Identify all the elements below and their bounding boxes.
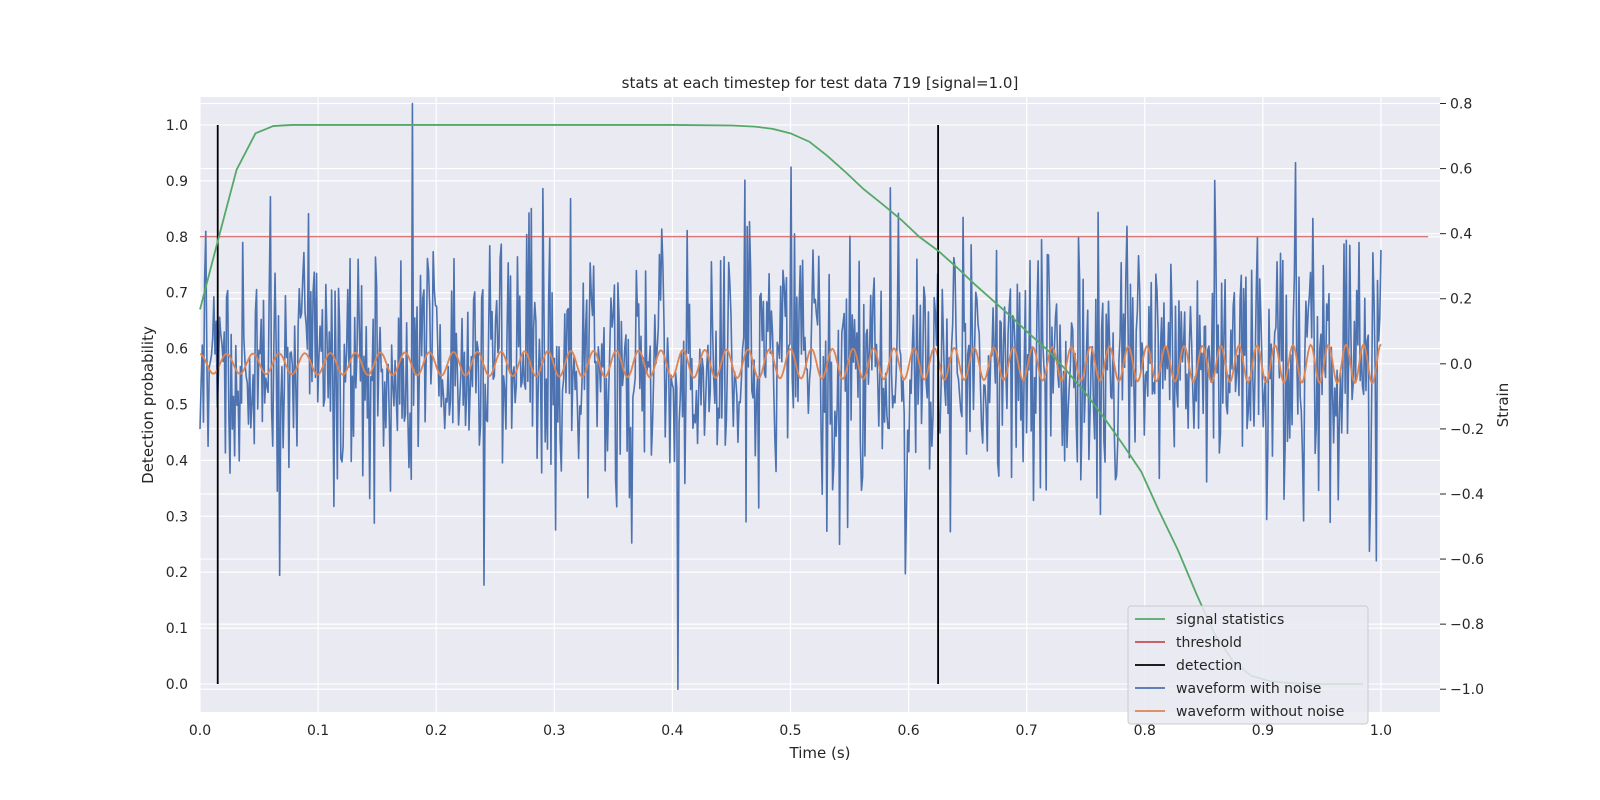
y-right-tick-label: −0.6 (1450, 552, 1484, 568)
y-left-tick-label: 0.2 (166, 565, 188, 581)
chart-title: stats at each timestep for test data 719… (622, 74, 1019, 92)
y-left-tick-label: 0.3 (166, 509, 188, 525)
x-tick-label: 0.2 (425, 723, 447, 739)
x-tick-label: 1.0 (1370, 723, 1392, 739)
series-waveform-with-noise (199, 102, 1382, 691)
y-left-tick-label: 0.4 (166, 453, 188, 469)
y-axis-left-label: Detection probability (139, 326, 157, 484)
x-tick-label: 0.1 (307, 723, 329, 739)
y-right-tick-label: −0.8 (1450, 617, 1484, 633)
series-waveform-without-noise (199, 342, 1382, 385)
y-left-tick-label: 0.5 (166, 398, 188, 414)
y-left-tick-label: 0.6 (166, 342, 188, 358)
x-tick-label: 0.7 (1016, 723, 1038, 739)
x-tick-label: 0.9 (1252, 723, 1274, 739)
y-left-tick-label: 1.0 (166, 118, 188, 134)
y-left-tick-label: 0.9 (166, 174, 188, 190)
x-tick-label: 0.5 (779, 723, 801, 739)
legend-label: signal statistics (1176, 612, 1284, 628)
y-right-tick-label: 0.6 (1450, 162, 1472, 178)
y-left-tick-label: 0.7 (166, 286, 188, 302)
y-right-tick-label: 0.0 (1450, 357, 1472, 373)
x-tick-label: 0.3 (543, 723, 565, 739)
x-tick-label: 0.8 (1134, 723, 1156, 739)
y-left-tick-label: 0.8 (166, 230, 188, 246)
x-tick-label: 0.6 (897, 723, 919, 739)
y-axis-right-label: Strain (1494, 383, 1512, 427)
y-left-tick-label: 0.0 (166, 677, 188, 693)
legend-box (1127, 605, 1369, 725)
legend-label: waveform without noise (1176, 704, 1344, 720)
y-right-tick-label: 0.4 (1450, 227, 1472, 243)
legend-label: detection (1176, 658, 1242, 674)
legend-label: waveform with noise (1176, 681, 1321, 697)
x-tick-label: 0.4 (661, 723, 683, 739)
y-right-tick-label: −0.4 (1450, 487, 1484, 503)
y-right-tick-label: 0.8 (1450, 97, 1472, 113)
y-right-tick-label: −0.2 (1450, 422, 1484, 438)
y-right-tick-label: 0.2 (1450, 292, 1472, 308)
y-right-tick-label: −1.0 (1450, 682, 1484, 698)
legend-label: threshold (1176, 635, 1242, 651)
ticks: 0.0 0.1 0.2 0.3 0.4 0.5 0.6 0.7 0.8 0.9 1.0 0.0 0.1 0… (166, 97, 1484, 739)
y-left-tick-label: 0.1 (166, 621, 188, 637)
legend: signal statistics threshold detection wavef… (1127, 605, 1369, 725)
x-axis-label: Time (s) (789, 744, 851, 762)
x-tick-label: 0.0 (189, 723, 211, 739)
